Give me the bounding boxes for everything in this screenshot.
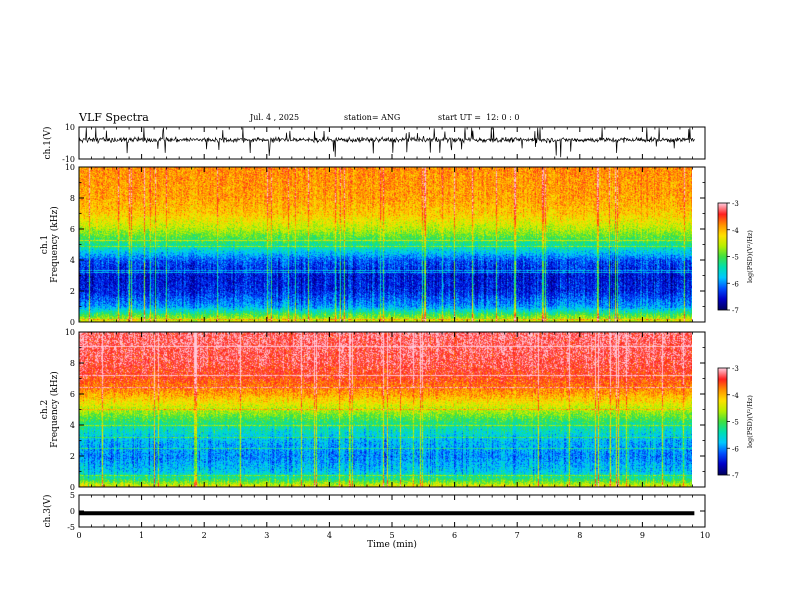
ch2-spectrogram-ytick-label: 4: [70, 421, 75, 430]
ch2-spectrogram-colorbar-tick-label: -3: [732, 365, 739, 373]
xaxis-tick-label: 4: [327, 531, 332, 540]
ch1-waveform-ytick-label: 10: [65, 123, 75, 132]
xaxis-tick-label: 10: [700, 531, 710, 540]
ch2-spectrogram-ytick-label: 0: [70, 483, 75, 492]
ch2-spectrogram-colorbar-tick-label: -6: [732, 445, 739, 453]
ch1-spectrogram-ytick-label: 10: [65, 163, 75, 172]
ch2-spectrogram-colorbar-label: log(PSD)(V²/Hz): [746, 395, 754, 448]
xaxis-tick-label: 2: [202, 531, 207, 540]
xaxis-tick-label: 9: [640, 531, 645, 540]
ch2-spectrogram-ytick-label: 6: [70, 390, 75, 399]
xaxis-tick-label: 0: [76, 531, 81, 540]
station-label: station= ANG: [344, 113, 401, 122]
xaxis-tick-label: 8: [577, 531, 582, 540]
xaxis-tick-label: 3: [264, 531, 269, 540]
ch2-spectrogram-ytick-label: 2: [70, 452, 75, 461]
ch2-spectrogram-colorbar-tick-label: -5: [732, 419, 739, 427]
xaxis-label: Time (min): [367, 539, 417, 550]
xaxis-tick-label: 6: [452, 531, 457, 540]
ch2-spectrogram-ylabel-frequency: Frequency (kHz): [49, 371, 60, 448]
ch2-spectrogram-colorbar-tick-label: -4: [732, 392, 739, 400]
chart-title: VLF Spectra: [79, 111, 149, 124]
ch1-spectrogram-ytick-label: 0: [70, 318, 75, 327]
start-ut-label: start UT = 12: 0 : 0: [438, 113, 520, 122]
ch1-spectrogram-ytick-label: 2: [70, 287, 75, 296]
ch2-spectrogram-colorbar: [718, 368, 727, 475]
ch1-waveform-ytick-label: -10: [62, 155, 75, 164]
xaxis-tick-label: 5: [389, 531, 394, 540]
ch1-spectrogram-colorbar-tick-label: -7: [732, 307, 739, 315]
ch2-spectrogram-ytick-label: 10: [65, 328, 75, 337]
ch3-waveform-ytick-label: 0: [70, 507, 75, 516]
ch2-spectrogram-ylabel-channel: ch.2: [40, 400, 50, 419]
ch1-spectrogram-ytick-label: 4: [70, 256, 75, 265]
ch1-spectrogram-ytick-label: 6: [70, 225, 75, 234]
ch1-spectrogram-colorbar: [718, 203, 727, 310]
xaxis-tick-label: 7: [515, 531, 520, 540]
ch3-waveform-ytick-label: -5: [67, 523, 75, 532]
ch1-spectrogram-ylabel-channel: ch.1: [40, 235, 50, 254]
ch1-spectrogram-colorbar-tick-label: -3: [732, 200, 739, 208]
date-label: Jul. 4 , 2025: [250, 113, 300, 122]
ch2-spectrogram-heatmap-image: [79, 332, 692, 487]
xaxis-tick-label: 1: [139, 531, 144, 540]
ch1-waveform-ylabel: ch.1(V): [42, 127, 53, 160]
ch1-spectrogram-colorbar-tick-label: -4: [732, 227, 739, 235]
ch1-waveform-line: [78, 127, 695, 158]
ch1-spectrogram-ylabel-frequency: Frequency (kHz): [49, 206, 60, 283]
ch3-waveform-ylabel: ch.3(V): [42, 495, 53, 528]
ch1-spectrogram-heatmap-image: [79, 167, 692, 322]
ch2-spectrogram-colorbar-tick-label: -7: [732, 472, 739, 480]
ch1-spectrogram-colorbar-label: log(PSD)(V²/Hz): [746, 230, 754, 283]
ch3-waveform-ytick-label: 5: [70, 491, 75, 500]
ch1-spectrogram-colorbar-tick-label: -5: [732, 254, 739, 262]
ch1-spectrogram-colorbar-tick-label: -6: [732, 280, 739, 288]
ch2-spectrogram-ytick-label: 8: [70, 359, 75, 368]
ch1-spectrogram-ytick-label: 8: [70, 194, 75, 203]
